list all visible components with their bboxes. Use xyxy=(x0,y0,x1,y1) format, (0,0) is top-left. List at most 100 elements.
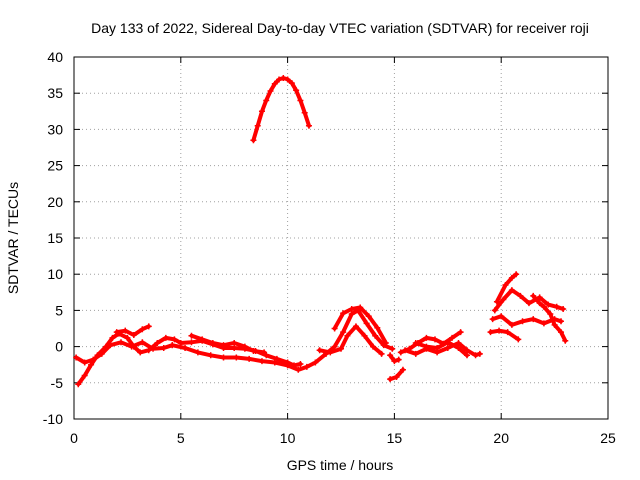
data-point xyxy=(513,271,520,278)
series-segment xyxy=(387,366,406,383)
data-point xyxy=(297,97,304,104)
data-point xyxy=(423,343,430,350)
data-point xyxy=(348,311,355,318)
data-point xyxy=(312,359,319,366)
data-point xyxy=(117,339,124,346)
data-point xyxy=(128,343,135,350)
data-point xyxy=(449,334,456,341)
data-point xyxy=(464,352,471,359)
y-tick-label: 30 xyxy=(47,121,63,137)
data-point xyxy=(397,349,404,356)
data-point xyxy=(284,362,291,369)
data-point xyxy=(305,122,312,129)
series-segment xyxy=(491,287,567,314)
data-point xyxy=(444,345,451,352)
data-point xyxy=(487,329,494,336)
data-point xyxy=(389,345,396,352)
data-point xyxy=(327,349,334,356)
data-point xyxy=(271,80,278,87)
data-point xyxy=(562,337,569,344)
series-segment xyxy=(487,327,522,343)
data-point xyxy=(491,307,498,314)
data-point xyxy=(423,334,430,341)
data-point xyxy=(162,334,169,341)
x-tick-label: 10 xyxy=(280,430,296,446)
data-point xyxy=(508,321,515,328)
data-series-sdtvar xyxy=(73,74,569,388)
data-point xyxy=(182,345,189,352)
data-point xyxy=(220,342,227,349)
data-point xyxy=(457,329,464,336)
series-trace xyxy=(494,272,519,304)
data-point xyxy=(139,326,146,333)
data-point xyxy=(88,361,95,368)
data-point xyxy=(344,332,351,339)
y-tick-label: 0 xyxy=(55,339,63,355)
x-tick-label: 25 xyxy=(600,430,616,446)
data-point xyxy=(73,354,80,361)
data-point xyxy=(412,339,419,346)
grid-lines xyxy=(74,57,608,419)
data-point xyxy=(391,358,398,365)
data-point xyxy=(508,274,515,281)
data-point xyxy=(357,304,364,311)
series-segment xyxy=(316,323,385,357)
data-point xyxy=(361,332,368,339)
data-point xyxy=(412,350,419,357)
data-point xyxy=(502,282,509,289)
data-point xyxy=(233,354,240,361)
data-point xyxy=(250,347,257,354)
data-point xyxy=(393,374,400,381)
series-segment xyxy=(188,332,268,356)
data-point xyxy=(536,300,543,307)
data-point xyxy=(363,320,370,327)
data-point xyxy=(560,305,567,312)
data-point xyxy=(90,356,97,363)
data-point xyxy=(150,345,157,352)
data-point xyxy=(231,339,238,346)
data-point xyxy=(169,342,176,349)
data-point xyxy=(504,329,511,336)
data-point xyxy=(402,347,409,354)
data-point xyxy=(455,339,462,346)
data-point xyxy=(273,355,280,362)
data-point xyxy=(109,334,116,341)
x-axis-label: GPS time / hours xyxy=(287,457,394,473)
data-point xyxy=(387,352,394,359)
data-point xyxy=(370,343,377,350)
data-point xyxy=(177,339,184,346)
data-point xyxy=(508,287,515,294)
data-point xyxy=(365,313,372,320)
y-tick-label: 35 xyxy=(47,85,63,101)
data-point xyxy=(374,324,381,331)
data-point xyxy=(241,343,248,350)
data-point xyxy=(194,349,201,356)
data-point xyxy=(434,345,441,352)
series-segment xyxy=(113,323,152,339)
data-point xyxy=(284,76,291,83)
data-point xyxy=(498,313,505,320)
data-point xyxy=(280,74,287,81)
data-point xyxy=(378,350,385,357)
data-point xyxy=(525,300,532,307)
data-point xyxy=(331,343,338,350)
data-point xyxy=(263,97,270,104)
data-point xyxy=(536,294,543,301)
data-point xyxy=(331,325,338,332)
data-point xyxy=(558,329,565,336)
data-point xyxy=(547,311,554,318)
y-tick-label: -10 xyxy=(43,411,63,427)
data-point xyxy=(553,303,560,310)
data-point xyxy=(372,332,379,339)
data-point xyxy=(258,358,265,365)
data-point xyxy=(464,347,471,354)
data-point xyxy=(431,336,438,343)
data-point xyxy=(188,332,195,339)
data-point xyxy=(81,372,88,379)
data-point xyxy=(301,109,308,116)
data-point xyxy=(246,355,253,362)
data-point xyxy=(254,122,261,129)
data-point xyxy=(500,296,507,303)
series-trace xyxy=(76,331,303,387)
